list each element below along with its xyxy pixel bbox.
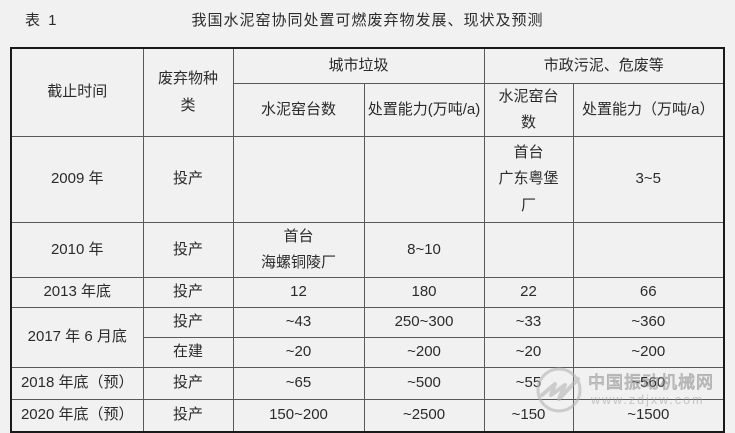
cell-msw-capacity: 8~10 xyxy=(363,222,485,278)
table-row-2020-forecast: 2020 年底（预） 投产 150~200 ~2500 ~150 ~1500 xyxy=(10,399,725,432)
cell-sludge-capacity: ~200 xyxy=(572,337,725,368)
table-row-2018-forecast: 2018 年底（预） 投产 ~65 ~500 ~55 ~560 xyxy=(10,367,725,400)
cell-msw-capacity: ~2500 xyxy=(363,399,485,432)
header-cell-sludge-capacity: 处置能力（万吨/a） xyxy=(572,82,725,137)
cell-status: 投产 xyxy=(142,277,234,308)
header-cell-msw-kilns: 水泥窑台数 xyxy=(232,82,365,137)
cell-sludge-capacity: ~1500 xyxy=(572,399,725,432)
page-title: 我国水泥窑协同处置可燃废弃物发展、现状及预测 xyxy=(191,12,544,29)
header-sub-row: 水泥窑台数 处置能力(万吨/a) 水泥窑台 数 处置能力（万吨/a） xyxy=(11,82,725,137)
cell-sludge-kilns: ~55 xyxy=(483,367,574,400)
header-group-sludge: 市政污泥、危废等 xyxy=(483,47,725,84)
cell-time: 2020 年底（预） xyxy=(10,399,144,432)
cell-msw-kilns: ~20 xyxy=(232,337,365,368)
cell-sludge-kilns: 首台 广东粤堡 厂 xyxy=(483,136,574,223)
cell-sludge-kilns: ~150 xyxy=(483,399,574,432)
header-cell-msw-capacity: 处置能力(万吨/a) xyxy=(363,82,485,137)
cell-sludge-capacity xyxy=(572,222,725,278)
header-cell-sludge-kilns: 水泥窑台 数 xyxy=(483,82,574,137)
table-caption-tag: 表 1 xyxy=(25,12,59,29)
cell-sludge-capacity: ~560 xyxy=(572,367,725,400)
cell-msw-kilns: 150~200 xyxy=(232,399,365,432)
cell-status: 投产 xyxy=(142,399,234,432)
cell-sludge-kilns xyxy=(483,222,574,278)
cell-time: 2018 年底（预） xyxy=(10,367,144,400)
cell-status: 投产 xyxy=(142,367,234,400)
cell-sludge-capacity: 3~5 xyxy=(572,136,725,223)
header-group-row: 截止时间 废弃物种 类 城市垃圾 市政污泥、危废等 xyxy=(10,47,725,137)
cell-status: 投产 xyxy=(142,222,234,278)
cell-msw-capacity: 250~300 xyxy=(363,307,485,338)
cell-sludge-kilns: 22 xyxy=(483,277,574,308)
table-row-2017-operating: 2017 年 6 月底 投产 ~43 250~300 ~33 ~360 xyxy=(10,307,725,368)
table-row-2010: 2010 年 投产 首台 海螺铜陵厂 8~10 xyxy=(10,222,725,278)
cell-msw-capacity xyxy=(363,136,485,223)
cell-time: 2013 年底 xyxy=(10,277,144,308)
cell-sludge-capacity: ~360 xyxy=(572,307,725,338)
cell-sludge-kilns: ~20 xyxy=(483,337,574,368)
header-cell-time: 截止时间 xyxy=(10,47,144,137)
cell-msw-kilns xyxy=(232,136,365,223)
cell-sludge-kilns: ~33 xyxy=(483,307,574,338)
cell-status: 投产 xyxy=(142,307,234,338)
cell-time: 2009 年 xyxy=(10,136,144,223)
cell-msw-capacity: ~200 xyxy=(363,337,485,368)
table-row-2013: 2013 年底 投产 12 180 22 66 xyxy=(10,277,725,308)
cell-status: 投产 xyxy=(142,136,234,223)
cell-time: 2017 年 6 月底 xyxy=(10,307,144,368)
cell-msw-capacity: ~500 xyxy=(363,367,485,400)
cell-msw-kilns: 首台 海螺铜陵厂 xyxy=(232,222,365,278)
cell-time: 2010 年 xyxy=(10,222,144,278)
header-group-msw: 城市垃圾 xyxy=(232,47,485,84)
cell-msw-kilns: ~43 xyxy=(232,307,365,338)
table-row-2009: 2009 年 投产 首台 广东粤堡 厂 3~5 xyxy=(10,136,725,223)
cell-msw-kilns: ~65 xyxy=(232,367,365,400)
cell-sludge-capacity: 66 xyxy=(572,277,725,308)
cell-msw-capacity: 180 xyxy=(363,277,485,308)
cell-status: 在建 xyxy=(142,337,234,368)
cell-msw-kilns: 12 xyxy=(232,277,365,308)
title-bar: 表 1 我国水泥窑协同处置可燃废弃物发展、现状及预测 xyxy=(0,0,735,47)
data-table: 截止时间 废弃物种 类 城市垃圾 市政污泥、危废等 水泥窑台数 处置能力(万吨/… xyxy=(10,47,726,433)
header-cell-waste-type: 废弃物种 类 xyxy=(142,47,234,137)
